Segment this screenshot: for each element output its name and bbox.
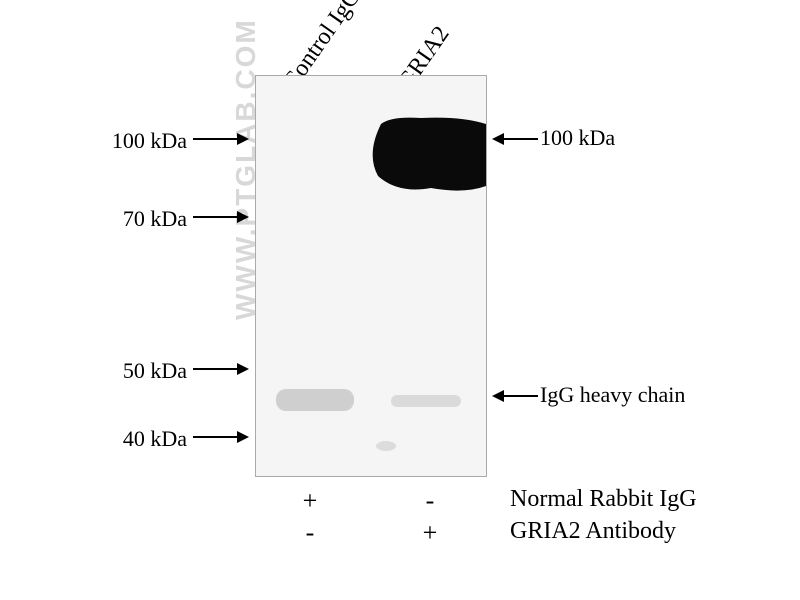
band-size-label: 100 kDa: [540, 125, 615, 151]
row1-label: Normal Rabbit IgG: [510, 486, 697, 513]
igg-heavy-chain-label: IgG heavy chain: [540, 382, 685, 408]
marker-50kda: 50 kDa: [95, 358, 187, 384]
arrow-left-icon: [492, 128, 538, 156]
arrow-right-icon: [193, 206, 249, 234]
blot-image: [255, 75, 487, 477]
marker-70kda: 70 kDa: [95, 206, 187, 232]
blot-bands-svg: [256, 76, 486, 476]
marker-40kda: 40 kDa: [95, 426, 187, 452]
lane1-row1-symbol: +: [296, 486, 324, 516]
smudge: [376, 441, 396, 451]
lane1-row2-symbol: -: [296, 518, 324, 548]
figure-container: WWW.PTGLAB.COM Control IgG GRIA2 100 kDa…: [0, 0, 800, 600]
arrow-right-icon: [193, 128, 249, 156]
row2-label: GRIA2 Antibody: [510, 518, 676, 545]
igg-band-lane2: [391, 395, 461, 407]
gria2-band: [373, 118, 486, 191]
marker-100kda: 100 kDa: [95, 128, 187, 154]
igg-band-lane1: [276, 389, 354, 411]
arrow-right-icon: [193, 358, 249, 386]
lane2-row2-symbol: +: [416, 518, 444, 548]
arrow-right-icon: [193, 426, 249, 454]
lane2-row1-symbol: -: [416, 486, 444, 516]
arrow-left-icon: [492, 385, 538, 413]
